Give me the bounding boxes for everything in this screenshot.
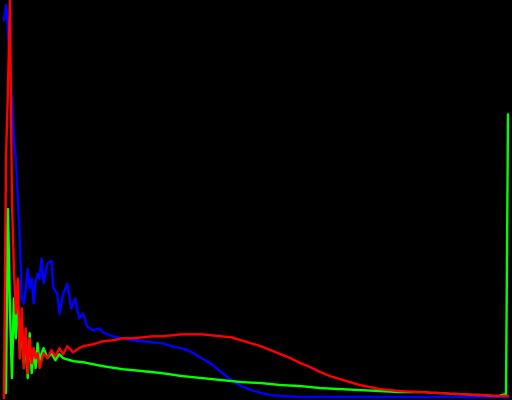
blue-channel-line <box>2 3 510 399</box>
